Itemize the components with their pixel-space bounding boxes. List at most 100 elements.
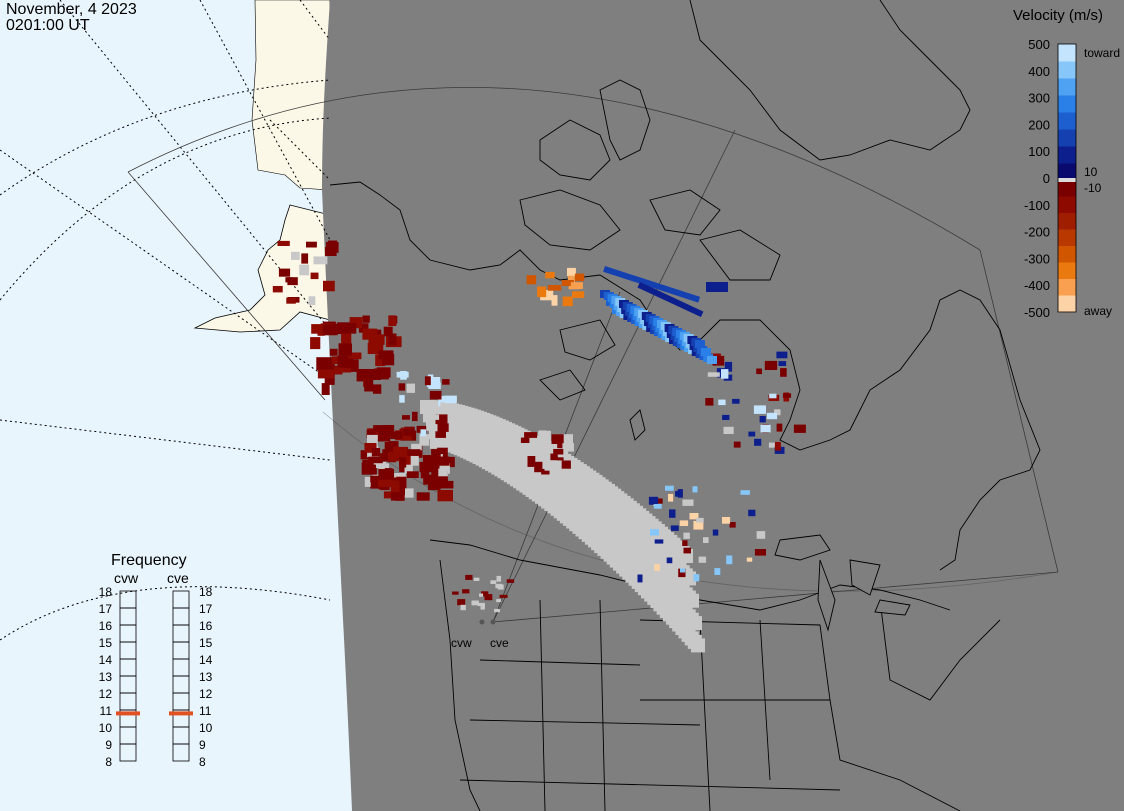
colorbar-swatch	[1058, 61, 1076, 79]
velocity-cell	[362, 328, 378, 340]
velocity-cell	[695, 340, 705, 348]
frequency-scale-label-left: 12	[99, 687, 113, 701]
velocity-cell	[272, 286, 283, 293]
colorbar-tick-label: 400	[1028, 64, 1050, 79]
velocity-cell	[306, 241, 317, 248]
ground-scatter-band	[420, 400, 705, 653]
time-label: 0201:00 UT	[6, 17, 90, 34]
velocity-cell	[323, 280, 335, 292]
velocity-cell	[462, 589, 470, 594]
blue-velocity-band	[600, 290, 717, 364]
velocity-cell	[698, 556, 707, 563]
colorbar-tick-label: 500	[1028, 37, 1050, 52]
velocity-cell	[435, 431, 446, 438]
velocity-cell	[299, 264, 310, 276]
velocity-cell	[439, 471, 448, 482]
colorbar-title: Velocity (m/s)	[1013, 7, 1103, 24]
velocity-cell	[748, 431, 756, 437]
colorbar-tick-label: -100	[1024, 198, 1050, 213]
site-label-cvw: cvw	[451, 636, 472, 650]
velocity-cell	[668, 493, 674, 502]
velocity-cell	[655, 498, 663, 504]
velocity-cell	[473, 577, 480, 581]
colorbar-swatch	[1058, 229, 1076, 247]
frequency-scale-label-left: 10	[99, 721, 113, 735]
velocity-cell	[428, 382, 441, 389]
frequency-scale-label-right: 16	[199, 619, 213, 633]
velocity-cell	[776, 351, 788, 359]
velocity-cell	[460, 604, 466, 611]
velocity-cell	[437, 489, 453, 502]
velocity-cell	[324, 247, 337, 256]
frequency-scale-label-left: 16	[99, 619, 113, 633]
velocity-cell	[349, 317, 363, 329]
velocity-cell	[477, 602, 485, 607]
velocity-cell	[707, 372, 720, 377]
frequency-scale-label-left: 9	[105, 738, 112, 752]
velocity-cell	[378, 350, 394, 360]
velocity-cell	[366, 429, 376, 438]
velocity-cell	[373, 384, 382, 394]
velocity-cell	[774, 409, 781, 416]
velocity-cell	[718, 399, 726, 406]
velocity-cell	[496, 575, 501, 582]
velocity-cell	[563, 434, 573, 445]
site-label-cve: cve	[490, 636, 509, 650]
velocity-cell	[341, 332, 352, 346]
red-cluster-alaska	[272, 240, 339, 306]
velocity-cell	[420, 429, 426, 437]
night-grid	[127, 86, 1059, 623]
velocity-cell	[311, 324, 322, 334]
velocity-cell	[496, 599, 502, 603]
velocity-cell	[712, 529, 719, 536]
velocity-cell	[431, 472, 442, 484]
velocity-cell	[547, 285, 562, 291]
ground-scatter-cell	[688, 616, 702, 631]
velocity-cell	[433, 463, 450, 474]
velocity-cell	[666, 557, 673, 564]
velocity-cell	[322, 324, 338, 336]
velocity-cell	[440, 418, 447, 425]
frequency-scale-label-left: 18	[99, 585, 113, 599]
colorbar-swatch	[1058, 213, 1076, 230]
velocity-cell	[557, 441, 564, 449]
velocity-cell	[436, 447, 448, 458]
velocity-cell	[437, 480, 454, 489]
frequency-marker	[169, 711, 193, 716]
velocity-cell	[364, 380, 374, 392]
velocity-cell	[479, 593, 484, 597]
velocity-cell	[403, 428, 415, 436]
velocity-cell	[724, 361, 733, 372]
velocity-cell	[723, 426, 734, 434]
velocity-cell	[561, 280, 574, 286]
velocity-cell	[754, 438, 762, 446]
frequency-scale-label-right: 12	[199, 687, 213, 701]
velocity-cell	[548, 440, 562, 451]
velocity-cell	[362, 315, 370, 323]
velocity-cell	[693, 520, 704, 530]
velocity-cell	[776, 423, 783, 432]
velocity-cell	[399, 488, 414, 498]
colorbar-swatch	[1058, 112, 1076, 130]
velocity-cell	[495, 583, 503, 589]
land-day-north	[251, 0, 331, 191]
cluster-near-radar	[452, 574, 515, 613]
velocity-cell	[313, 256, 328, 265]
velocity-cell	[375, 354, 386, 367]
velocity-cell	[678, 568, 686, 578]
velocity-cell	[553, 449, 564, 455]
colorbar-label-neg10: -10	[1084, 181, 1102, 195]
velocity-cell	[440, 402, 452, 409]
velocity-cell	[756, 368, 762, 375]
velocity-cell	[682, 540, 688, 546]
velocity-cell	[286, 297, 296, 304]
velocity-cell	[419, 461, 432, 473]
velocity-cell	[399, 395, 405, 403]
mixed-cluster	[396, 371, 457, 437]
velocity-cell	[683, 532, 690, 539]
colorbar-swatch	[1058, 279, 1076, 296]
velocity-cell	[703, 537, 709, 543]
night-region	[322, 0, 1124, 811]
velocity-cell	[422, 455, 437, 467]
